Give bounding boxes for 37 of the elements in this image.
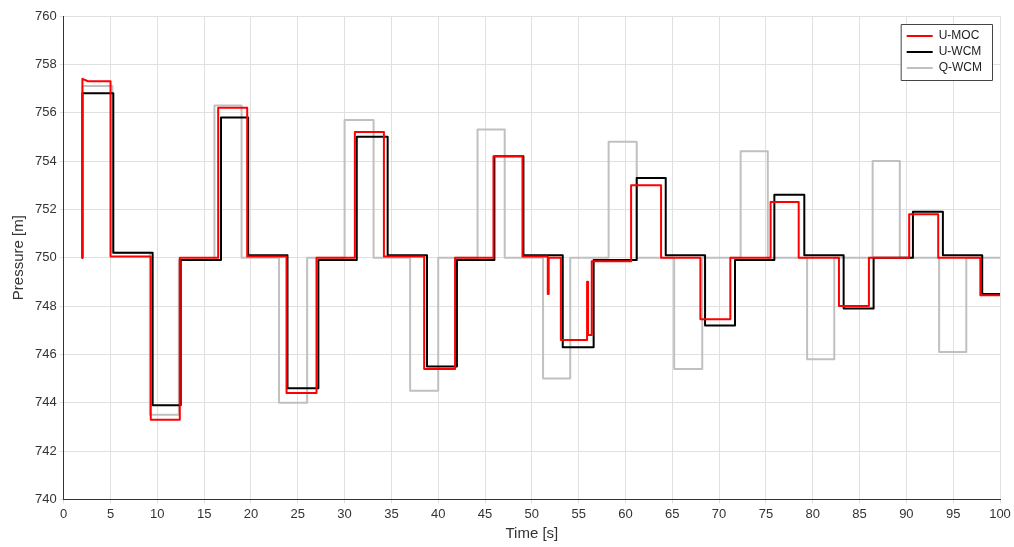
y-tick-label: 754 — [34, 152, 57, 168]
y-tick-label: 760 — [34, 7, 57, 23]
x-tick-label: 25 — [290, 505, 305, 521]
y-tick-label: 740 — [34, 490, 57, 506]
x-tick-label: 5 — [106, 505, 115, 521]
y-tick-label: 752 — [34, 200, 57, 216]
y-tick-label: 758 — [34, 55, 57, 71]
y-axis-title: Pressure [m] — [9, 215, 27, 301]
x-tick-label: 100 — [989, 505, 1011, 521]
x-tick-label: 20 — [243, 505, 259, 521]
x-tick-label: 30 — [337, 505, 352, 521]
x-tick-label: 45 — [477, 505, 493, 521]
x-tick-label: 75 — [758, 505, 774, 521]
x-tick-label: 35 — [384, 505, 399, 521]
x-tick-label: 95 — [945, 505, 961, 521]
legend-label: Q-WCM — [938, 60, 983, 75]
x-tick-label: 0 — [60, 505, 68, 521]
y-tick-label: 746 — [34, 345, 57, 361]
legend-label: U-WCM — [938, 44, 982, 59]
y-tick-label: 756 — [34, 104, 57, 120]
y-tick-label: 750 — [34, 249, 57, 265]
x-tick-label: 10 — [150, 505, 165, 521]
y-tick-label: 744 — [34, 394, 57, 410]
legend-label: U-MOC — [938, 28, 980, 43]
x-tick-label: 65 — [665, 505, 680, 521]
x-tick-label: 40 — [430, 505, 446, 521]
y-tick-label: 748 — [34, 297, 57, 313]
y-tick-label: 742 — [34, 442, 57, 458]
x-tick-label: 90 — [899, 505, 914, 521]
x-tick-label: 70 — [711, 505, 727, 521]
x-tick-label: 50 — [524, 505, 540, 521]
x-tick-label: 60 — [618, 505, 633, 521]
x-tick-label: 55 — [571, 505, 586, 521]
x-tick-label: 80 — [805, 505, 820, 521]
x-tick-label: 15 — [196, 505, 212, 521]
x-tick-label: 85 — [852, 505, 867, 521]
x-axis-title: Time [s] — [505, 524, 559, 542]
